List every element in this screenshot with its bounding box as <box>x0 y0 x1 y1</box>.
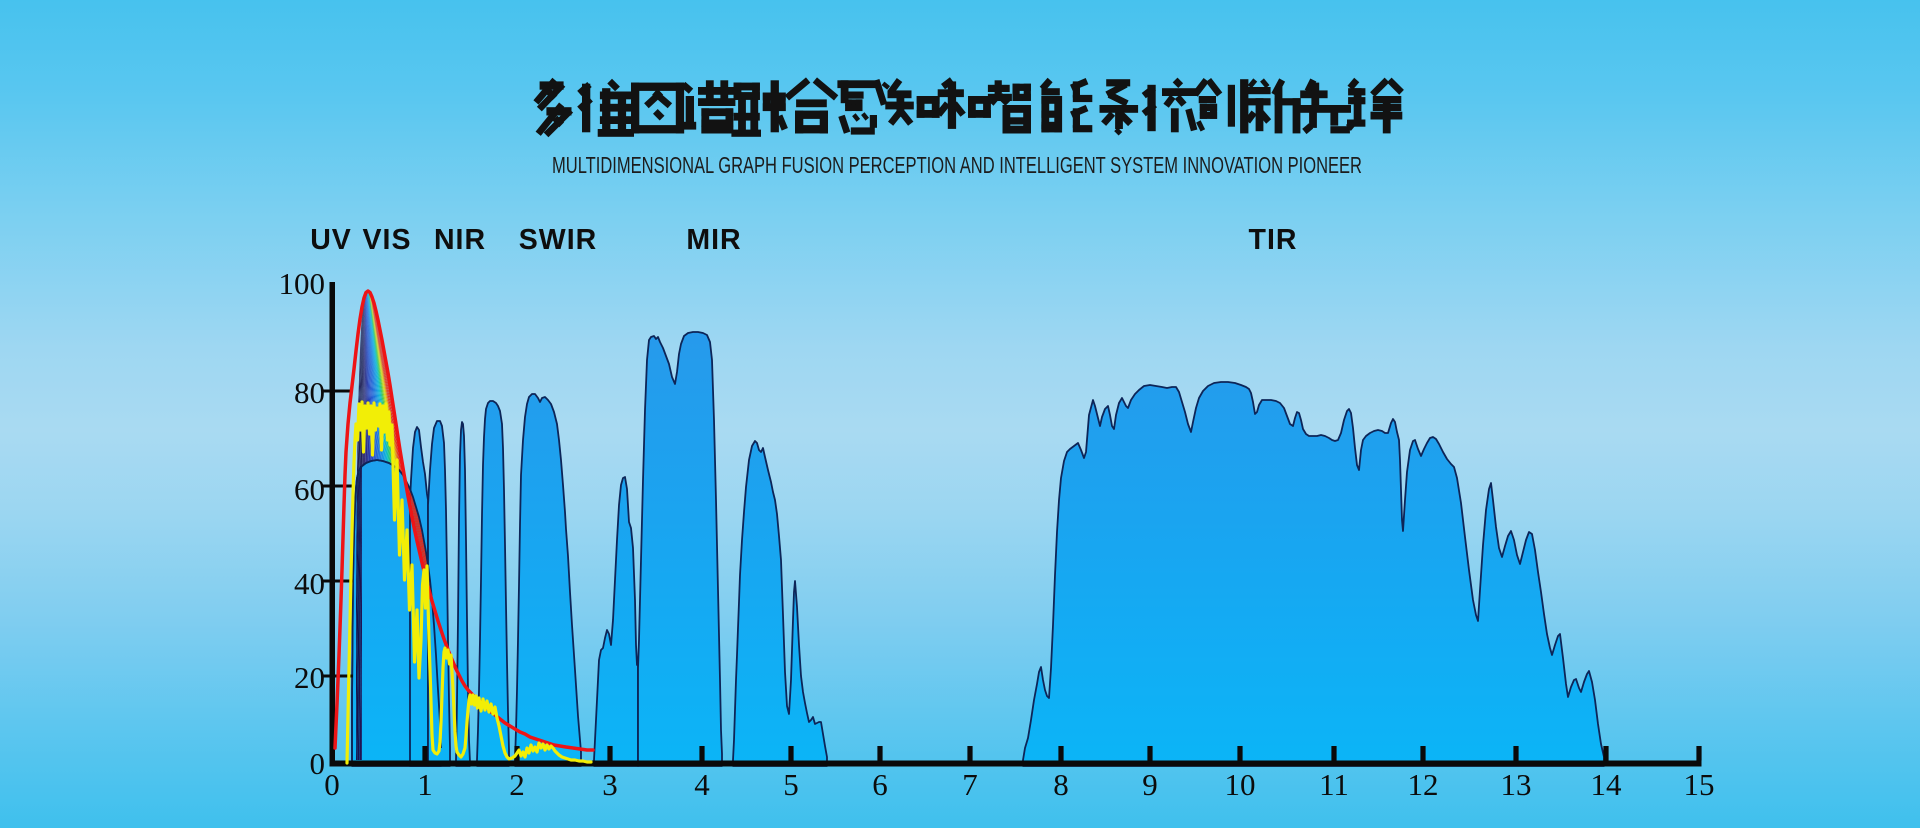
svg-text:11: 11 <box>1319 767 1349 802</box>
svg-text:MULTIDIMENSIONAL GRAPH FUSION: MULTIDIMENSIONAL GRAPH FUSION PERCEPTION… <box>552 152 1362 178</box>
svg-text:MIR: MIR <box>686 224 741 256</box>
svg-text:1: 1 <box>417 767 433 802</box>
svg-text:60: 60 <box>294 472 325 507</box>
svg-text:7: 7 <box>962 767 978 802</box>
svg-text:13: 13 <box>1501 767 1532 802</box>
svg-text:4: 4 <box>694 767 710 802</box>
svg-text:TIR: TIR <box>1249 224 1298 256</box>
svg-text:12: 12 <box>1408 767 1439 802</box>
svg-text:0: 0 <box>310 746 326 781</box>
svg-text:0: 0 <box>324 767 340 802</box>
svg-text:2: 2 <box>509 767 525 802</box>
svg-text:9: 9 <box>1142 767 1158 802</box>
svg-text:SWIR: SWIR <box>519 224 597 256</box>
svg-text:5: 5 <box>783 767 799 802</box>
svg-text:6: 6 <box>872 767 888 802</box>
svg-text:100: 100 <box>279 266 326 301</box>
svg-text:40: 40 <box>294 566 325 601</box>
svg-text:10: 10 <box>1225 767 1256 802</box>
svg-text:14: 14 <box>1591 767 1623 802</box>
svg-text:3: 3 <box>602 767 618 802</box>
svg-text:80: 80 <box>294 375 325 410</box>
svg-text:NIR: NIR <box>434 224 486 256</box>
svg-text:8: 8 <box>1053 767 1069 802</box>
svg-text:VIS: VIS <box>363 224 412 256</box>
svg-text:15: 15 <box>1684 767 1715 802</box>
svg-text:20: 20 <box>294 660 325 695</box>
svg-text:UV: UV <box>310 224 352 256</box>
